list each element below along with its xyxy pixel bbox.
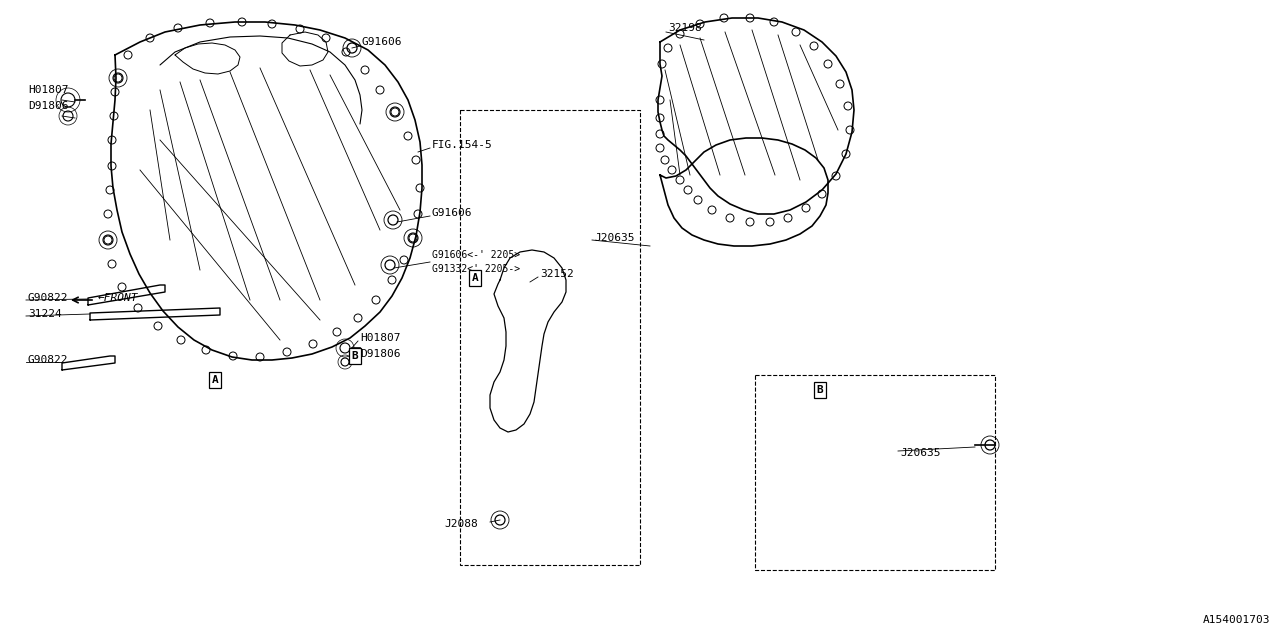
Text: ←FRONT: ←FRONT bbox=[99, 293, 138, 303]
Text: G91332<' 2205->: G91332<' 2205-> bbox=[433, 264, 520, 274]
Bar bbox=[460, 110, 640, 565]
Text: J20635: J20635 bbox=[594, 233, 635, 243]
Text: A154001703: A154001703 bbox=[1202, 615, 1270, 625]
Text: H01807: H01807 bbox=[360, 333, 401, 343]
Text: D91806: D91806 bbox=[360, 349, 401, 359]
Text: G91606<-' 2205>: G91606<-' 2205> bbox=[433, 250, 520, 260]
Text: G90822: G90822 bbox=[28, 355, 69, 365]
Text: B: B bbox=[817, 385, 823, 395]
Text: FIG.154-5: FIG.154-5 bbox=[433, 140, 493, 150]
Text: J20635: J20635 bbox=[900, 448, 941, 458]
Text: G91606: G91606 bbox=[433, 208, 472, 218]
Text: 32198: 32198 bbox=[668, 23, 701, 33]
Bar bbox=[755, 375, 995, 570]
Text: 31224: 31224 bbox=[28, 309, 61, 319]
Text: 32152: 32152 bbox=[540, 269, 573, 279]
Text: J2088: J2088 bbox=[444, 519, 477, 529]
Text: A: A bbox=[471, 273, 479, 283]
Text: A: A bbox=[211, 375, 219, 385]
Text: D91806: D91806 bbox=[28, 101, 69, 111]
Text: G91606: G91606 bbox=[362, 37, 402, 47]
Text: B: B bbox=[352, 351, 358, 361]
Text: G90822: G90822 bbox=[28, 293, 69, 303]
Text: H01807: H01807 bbox=[28, 85, 69, 95]
